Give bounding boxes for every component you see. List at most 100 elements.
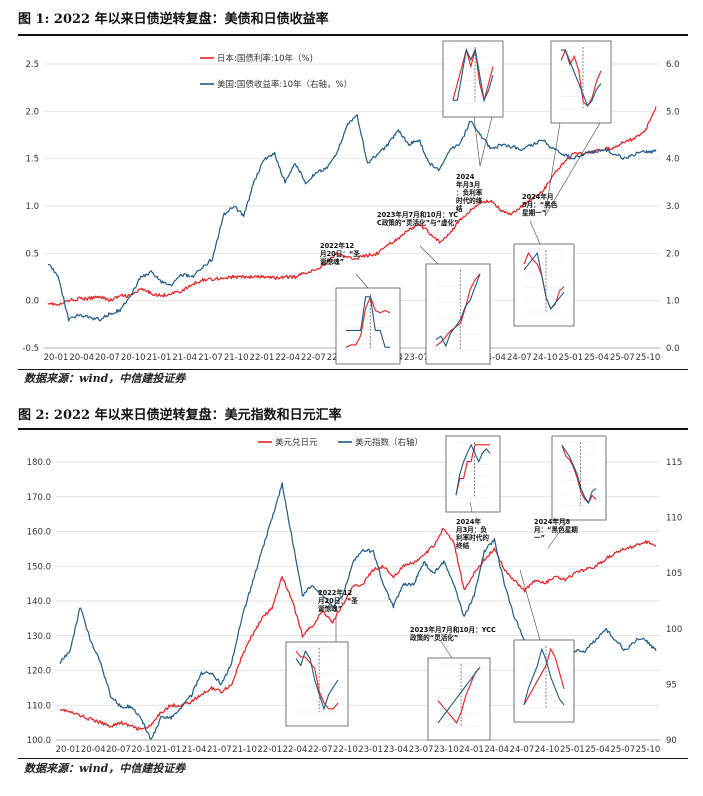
fig2-left-tick: 150.0 [27,562,51,572]
fig1-x-tick: 24-07 [507,353,532,363]
fig2-annotation-black-monday: 2024年月8 月：“黑色星期一” [533,517,578,542]
fig2-inset-2-blue-line [455,443,491,496]
fig1-left-tick: 0.0 [25,297,39,307]
fig1-left-tick: 2.0 [25,107,39,117]
fig2-left-tick: 160.0 [27,528,51,538]
fig2-inset-3-red-line [561,445,597,504]
fig2-inset-4-red-line [523,647,565,706]
fig1-inset-1-red-line [435,273,481,347]
fig2-left-tick: 140.0 [27,597,51,607]
fig1-x-tick: 20-10 [121,353,146,363]
fig2-connector-line [547,519,569,549]
fig2-inset-0-blue-line [295,649,339,711]
fig1-annotation-christmas: 2022年12 月20日：“圣诞惊魂” [319,241,360,266]
fig2-right-tick: 100 [666,625,682,635]
figure1-chart: -0.5 0.0 0.5 1.0 1.5 2.0 2.5 0.0 1.0 2.0 3.0 4.0 5.0… [22,40,680,365]
fig1-connector-line [529,220,541,245]
fig2-x-tick: 21-10 [232,745,257,755]
fig1-right-tick: 4.0 [666,155,680,165]
fig2-inset-1-blue-line [437,666,481,724]
fig1-x-tick: 23-07 [404,353,429,363]
fig1-inset-0-red-line [345,295,391,348]
fig2-x-tick: 24-01 [459,745,484,755]
fig1-x-tick: 24-04 [481,353,506,363]
fig2-x-tick: 20-07 [106,745,131,755]
fig2-x-tick: 22-10 [333,745,358,755]
fig2-x-tick: 25-07 [610,745,635,755]
fig2-x-tick: 21-04 [182,745,207,755]
fig1-x-tick: 20-01 [44,353,69,363]
fig1-right-tick: 3.0 [666,202,680,212]
fig2-inset-2-red-line [455,444,490,496]
fig2-right-tick: 115 [666,458,682,468]
figure2-title: 图 2: 2022 年以来日债逆转复盘：美元指数和日元汇率 [18,408,342,423]
fig2-connector-line [439,639,453,659]
figure2-bottom-rule [18,758,688,759]
fig2-annotation-ycc: 2023年月7月和10月：YCC 政策的“灵活化” [410,625,496,642]
fig2-x-tick: 23-01 [358,745,383,755]
figure1-bottom-rule [18,369,688,370]
fig1-x-tick: 22-07 [301,353,326,363]
fig1-connector-line [544,122,601,217]
fig1-x-tick: 22-04 [275,353,300,363]
fig1-right-tick: 0.0 [666,344,680,354]
fig1-x-tick: 20-04 [69,353,94,363]
fig2-inset-4-blue-line [523,647,565,706]
fig1-right-tick: 1.0 [666,297,680,307]
fig1-x-tick: 21-10 [224,353,249,363]
fig2-x-tick: 25-01 [560,745,585,755]
figure2-source: 数据来源：wind，中信建投证券 [24,762,186,775]
fig1-right-tick: 6.0 [666,60,680,70]
fig2-inset-3-frame [551,435,607,521]
fig1-inset-2-frame [442,40,504,118]
fig2-inset-3-blue-line [561,444,597,505]
fig1-connector-line [419,245,439,265]
fig2-left-tick: 170.0 [27,493,51,503]
fig1-connector-line [544,122,561,217]
fig1-inset-2-red-line [452,47,494,103]
fig1-x-tick: 21-01 [147,353,172,363]
fig2-x-tick: 25-10 [636,745,661,755]
fig2-x-tick: 25-04 [585,745,610,755]
fig2-x-tick: 22-07 [308,745,333,755]
fig2-left-tick: 180.0 [27,458,51,468]
fig1-left-tick: 0.5 [25,249,39,259]
fig2-x-tick: 23-04 [383,745,408,755]
fig1-x-tick: 25-01 [558,353,583,363]
fig2-x-tick: 23-10 [434,745,459,755]
fig2-x-tick: 23-07 [409,745,434,755]
fig1-x-tick: 25-07 [610,353,635,363]
fig1-inset-1-frame [425,263,491,365]
fig1-annotation-black-monday: 2024年月 8月：“黑色星期一” [522,192,558,217]
fig1-inset-4-red-line [560,48,602,107]
fig2-inset-2-frame [445,435,501,513]
fig2-x-tick: 22-04 [283,745,308,755]
fig1-series-left-line [47,106,657,306]
fig2-x-tick: 20-01 [56,745,81,755]
fig2-series-left-line [59,527,657,731]
figure1-source: 数据来源：wind，中信建投证券 [24,372,186,385]
fig1-inset-0-blue-line [346,296,390,348]
fig1-right-tick: 2.0 [666,249,680,259]
fig1-x-tick: 25-04 [584,353,609,363]
fig2-right-tick: 105 [666,569,682,579]
fig1-x-tick: 21-07 [198,353,223,363]
fig1-connector-line [479,116,493,167]
fig2-annotation-negative-rate: 2024年月3月：负利率时代的终结 [455,517,489,550]
fig2-inset-1-red-line [437,666,481,724]
fig2-x-tick: 24-04 [484,745,509,755]
fig2-left-tick: 120.0 [27,667,51,677]
fig1-inset-3-blue-line [523,251,565,310]
fig1-left-tick: -0.5 [22,344,39,354]
fig1-inset-1-blue-line [435,273,481,348]
fig1-x-tick: 20-07 [95,353,120,363]
figure2-chart: 100.0 110.0 120.0 130.0 140.0 150.0 160.0 170.0… [27,435,682,755]
fig1-connector-line [473,116,481,167]
fig1-left-tick: 1.0 [25,202,39,212]
fig2-right-tick: 110 [666,514,682,524]
fig1-x-tick: 21-04 [172,353,197,363]
figure1-top-rule [18,34,688,36]
fig1-x-tick: 25-10 [636,353,661,363]
fig2-left-tick: 100.0 [27,736,51,746]
fig2-right-tick: 90 [666,736,677,746]
